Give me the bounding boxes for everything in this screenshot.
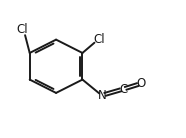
Text: O: O xyxy=(136,77,145,90)
Text: Cl: Cl xyxy=(93,33,105,46)
Text: Cl: Cl xyxy=(17,23,28,36)
Text: N: N xyxy=(97,89,106,102)
Text: C: C xyxy=(119,83,127,96)
